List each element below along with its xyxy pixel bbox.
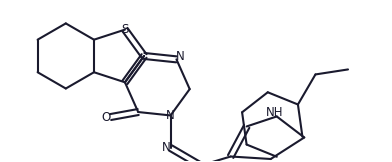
Text: N: N — [162, 141, 171, 155]
Text: NH: NH — [265, 106, 283, 119]
Text: N: N — [166, 109, 175, 122]
Text: N: N — [176, 50, 185, 63]
Text: O: O — [101, 110, 110, 124]
Text: S: S — [121, 23, 129, 36]
